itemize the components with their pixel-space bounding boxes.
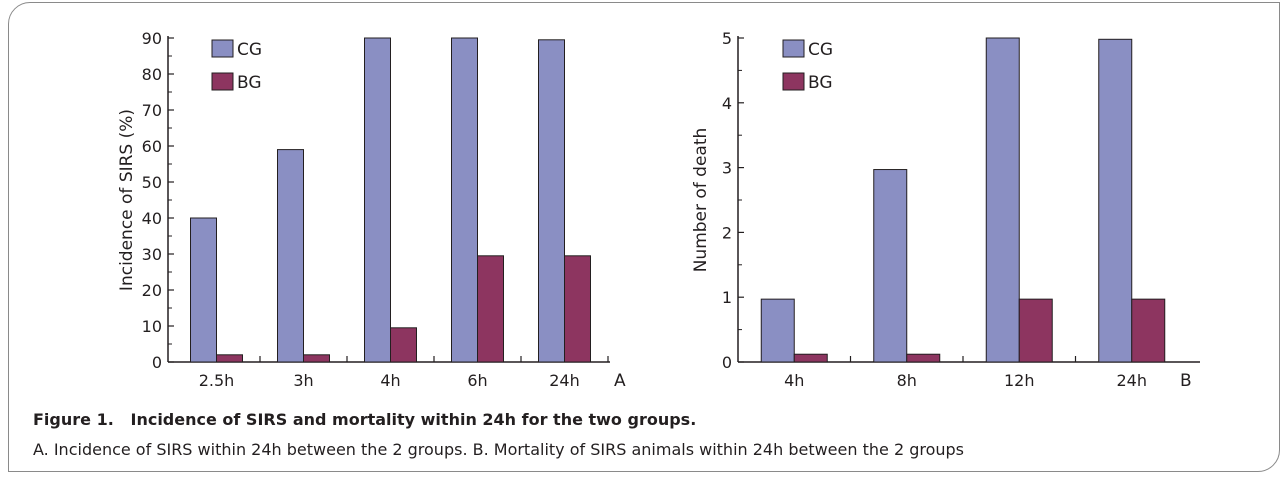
chart-b: 0 1 2 3 4 5 Number of death 4h 8h 12h 24h CG BG B xyxy=(691,29,1200,391)
bar-bg xyxy=(793,353,828,363)
x-tick-label: 4h xyxy=(380,371,400,390)
bar-bg xyxy=(390,327,417,363)
y-tick-label: 40 xyxy=(142,209,162,228)
x-tick-label: 3h xyxy=(293,371,313,390)
x-tick-label: 12h xyxy=(1004,371,1035,390)
bar-bg xyxy=(477,255,504,363)
y-tick-label: 30 xyxy=(142,245,162,264)
legend-label-cg: CG xyxy=(237,40,262,60)
bar-bg xyxy=(216,354,243,363)
bar-cg xyxy=(277,149,304,363)
x-tick-label: 6h xyxy=(467,371,487,390)
x-tick-label: 4h xyxy=(784,371,804,390)
bar-bg xyxy=(1131,298,1166,363)
y-tick-label: 5 xyxy=(722,29,732,48)
bar-bg xyxy=(564,255,591,363)
chart-a: 0 10 20 30 40 50 60 70 80 90 Incidence of SIRS (%)… xyxy=(117,29,626,391)
y-axis-title: Incidence of SIRS (%) xyxy=(117,109,137,291)
y-tick-label: 60 xyxy=(142,137,162,156)
legend-swatch-cg xyxy=(211,39,234,58)
figure-frame xyxy=(8,2,1280,472)
figure-caption-title: Figure 1. Incidence of SIRS and mortalit… xyxy=(33,410,697,429)
y-tick-label: 50 xyxy=(142,173,162,192)
bar-cg xyxy=(190,217,217,363)
bar-bg xyxy=(906,353,941,363)
legend-swatch-cg xyxy=(782,39,805,58)
x-tick-label: 8h xyxy=(897,371,917,390)
figure-caption-text: A. Incidence of SIRS within 24h between … xyxy=(33,440,965,459)
bar-cg xyxy=(1098,38,1133,363)
x-tick-label: 24h xyxy=(549,371,580,390)
y-tick-label: 0 xyxy=(722,353,732,372)
y-tick-label: 10 xyxy=(142,317,162,336)
y-tick-label: 80 xyxy=(142,65,162,84)
legend-label-bg: BG xyxy=(237,73,262,93)
x-tick-label: 2.5h xyxy=(199,371,235,390)
panel-label: B xyxy=(1180,371,1192,391)
y-tick-label: 3 xyxy=(722,159,732,178)
panel-label: A xyxy=(614,371,626,391)
y-tick-label: 20 xyxy=(142,281,162,300)
legend-swatch-bg xyxy=(782,72,805,91)
y-tick-label: 90 xyxy=(142,29,162,48)
bar-cg xyxy=(364,37,391,363)
bar-cg xyxy=(985,37,1020,363)
legend-label-cg: CG xyxy=(808,40,833,60)
y-tick-label: 4 xyxy=(722,94,732,113)
legend-swatch-bg xyxy=(211,72,234,91)
y-tick-label: 2 xyxy=(722,223,732,242)
y-axis-title: Number of death xyxy=(691,128,711,273)
x-tick-label: 24h xyxy=(1117,371,1148,390)
legend-label-bg: BG xyxy=(808,73,833,93)
bar-bg xyxy=(1018,298,1053,363)
y-tick-label: 0 xyxy=(152,353,162,372)
bar-cg xyxy=(873,169,908,363)
bar-cg xyxy=(451,37,478,363)
y-tick-label: 1 xyxy=(722,288,732,307)
bar-bg xyxy=(303,354,330,363)
bar-cg xyxy=(760,298,795,363)
y-tick-label: 70 xyxy=(142,101,162,120)
bar-cg xyxy=(538,39,565,363)
